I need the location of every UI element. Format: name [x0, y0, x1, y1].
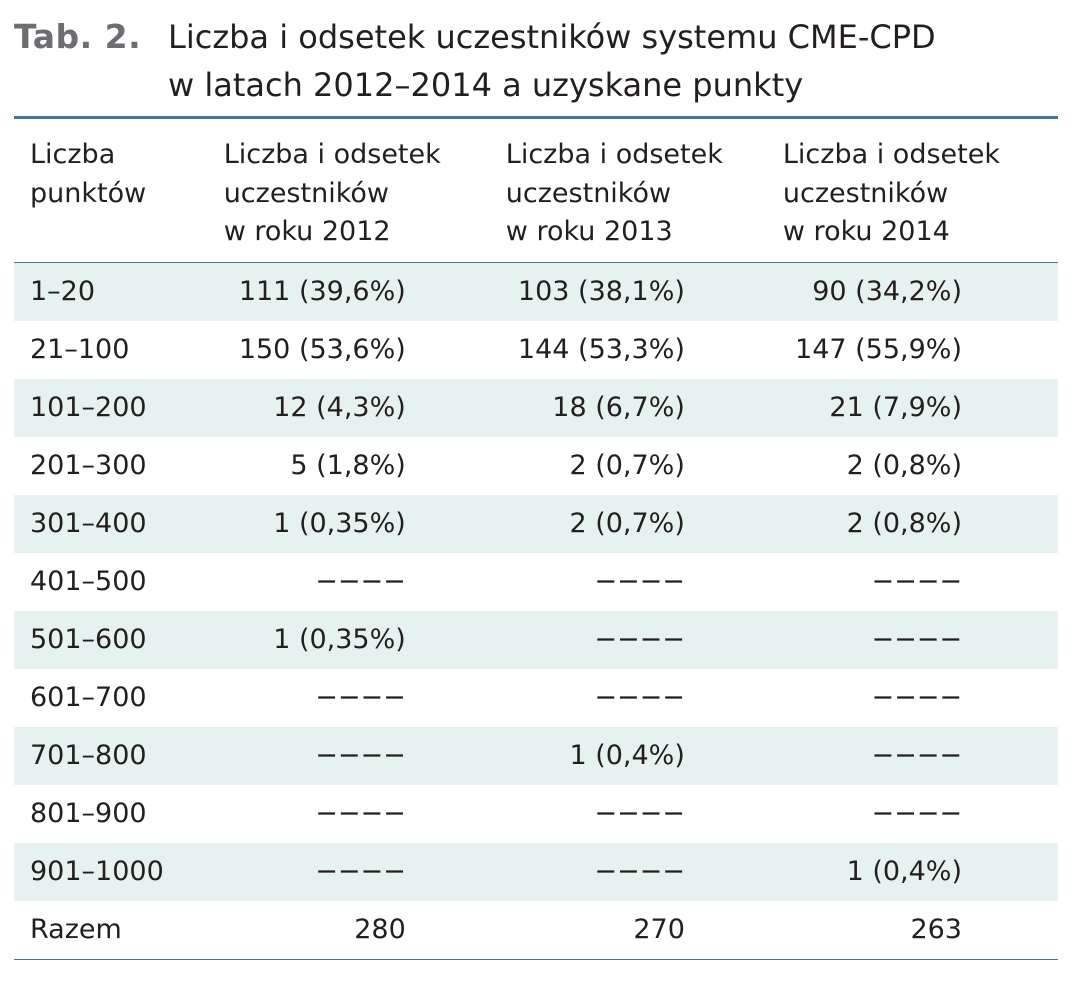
cell-2014: 2 (0,8%) [782, 494, 1058, 553]
cell-2013: 2 (0,7%) [505, 494, 783, 553]
table-row: 601–700 −−−− −−−− −−−− [14, 669, 1058, 727]
cell-2012: −−−− [315, 565, 406, 597]
cell-total-2013: 270 [505, 900, 783, 960]
table-row: 701–800 −−−− 1 (0,4%) −−−− [14, 726, 1058, 785]
header-2013-line-2: uczestników [505, 177, 672, 209]
cell-points-range: 1–20 [14, 262, 224, 321]
cell-points-range: 601–700 [30, 681, 147, 713]
cell-points-range: 801–900 [30, 797, 147, 829]
table-body: 1–20 111 (39,6%) 103 (38,1%) 90 (34,2%) … [14, 262, 1058, 960]
table-row: 101–200 12 (4,3%) 18 (6,7%) 21 (7,9%) [14, 378, 1058, 437]
table-total-row: Razem 280 270 263 [14, 900, 1058, 960]
header-points-line-1: Liczba [30, 139, 116, 170]
header-2013-line-1: Liczba i odsetek [505, 139, 723, 170]
table-row: 201–300 5 (1,8%) 2 (0,7%) 2 (0,8%) [14, 437, 1058, 495]
cell-2014: −−−− [782, 726, 1058, 785]
cell-2014: −−−− [871, 797, 963, 829]
cell-2013: −−−− [594, 565, 685, 597]
table-row: 501–600 1 (0,35%) −−−− −−−− [14, 610, 1058, 669]
table-row: 21–100 150 (53,6%) 144 (53,3%) 147 (55,9… [14, 321, 1058, 379]
header-2012-line-2: uczestników [223, 177, 389, 209]
cell-2012: 1 (0,35%) [223, 494, 506, 553]
cell-total-2014: 263 [782, 900, 1058, 960]
cell-points-range: 701–800 [14, 726, 224, 785]
points-participants-table: Liczba punktów Liczba i odsetek uczestni… [14, 116, 1058, 960]
table-title: Liczba i odsetek uczestników systemu CME… [168, 13, 1068, 109]
cell-2014: 90 (34,2%) [782, 262, 1058, 321]
cell-2014: −−−− [871, 681, 963, 713]
cell-points-range: 201–300 [30, 449, 147, 481]
cell-2014: −−−− [871, 565, 963, 597]
header-2013: Liczba i odsetek uczestników w roku 2013 [505, 116, 783, 263]
cell-2014: 1 (0,4%) [782, 842, 1058, 901]
cell-points-range: 21–100 [30, 333, 130, 365]
cell-2014: 147 (55,9%) [795, 333, 962, 365]
cell-2014: −−−− [782, 610, 1058, 669]
cell-2013: 2 (0,7%) [569, 449, 685, 481]
cell-2012: −−−− [223, 842, 506, 901]
table-title-line-1: Liczba i odsetek uczestników systemu CME… [168, 18, 936, 56]
cell-2013: 1 (0,4%) [505, 726, 783, 785]
cell-2012: 5 (1,8%) [290, 449, 406, 481]
table-header-row: Liczba punktów Liczba i odsetek uczestni… [14, 116, 1058, 263]
cell-2013: 103 (38,1%) [505, 262, 783, 321]
cell-total-label: Razem [14, 900, 224, 960]
header-2014-line-2: uczestników [782, 177, 949, 209]
cell-2012: 111 (39,6%) [223, 262, 506, 321]
table-row: 301–400 1 (0,35%) 2 (0,7%) 2 (0,8%) [14, 494, 1058, 553]
cell-points-range: 401–500 [30, 565, 147, 597]
header-2012-line-3: w roku 2012 [223, 216, 391, 247]
cell-2013: −−−− [594, 681, 685, 713]
cell-2012: 150 (53,6%) [238, 333, 406, 365]
cell-2012: −−−− [315, 797, 406, 829]
table-title-line-2: w latach 2012–2014 a uzyskane punkty [168, 66, 804, 104]
cell-points-range: 301–400 [14, 494, 224, 553]
table-row: 401–500 −−−− −−−− −−−− [14, 553, 1058, 611]
cell-points-range: 501–600 [14, 610, 224, 669]
cell-points-range: 901–1000 [14, 842, 224, 901]
cell-2014: 21 (7,9%) [782, 378, 1058, 437]
header-points: Liczba punktów [14, 116, 224, 263]
cell-2012: −−−− [315, 681, 406, 713]
cell-2014: 2 (0,8%) [846, 449, 962, 481]
header-2014: Liczba i odsetek uczestników w roku 2014 [782, 116, 1058, 263]
table-number-label: Tab. 2. [14, 17, 142, 56]
header-2013-line-3: w roku 2013 [505, 216, 673, 247]
header-2012: Liczba i odsetek uczestników w roku 2012 [223, 116, 506, 263]
cell-2013: 18 (6,7%) [505, 378, 783, 437]
cell-2013: −−−− [505, 610, 783, 669]
cell-2012: −−−− [223, 726, 506, 785]
table-header: Liczba punktów Liczba i odsetek uczestni… [14, 116, 1058, 263]
header-2012-line-1: Liczba i odsetek [223, 139, 441, 170]
cell-2013: −−−− [505, 842, 783, 901]
cell-2012: 12 (4,3%) [223, 378, 506, 437]
table-row: 1–20 111 (39,6%) 103 (38,1%) 90 (34,2%) [14, 262, 1058, 321]
table-row: 901–1000 −−−− −−−− 1 (0,4%) [14, 842, 1058, 901]
cell-2013: 144 (53,3%) [517, 333, 685, 365]
cell-total-2012: 280 [223, 900, 506, 960]
header-points-line-2: punktów [30, 177, 147, 209]
header-2014-line-1: Liczba i odsetek [782, 139, 1000, 170]
table-row: 801–900 −−−− −−−− −−−− [14, 785, 1058, 843]
cell-points-range: 101–200 [14, 378, 224, 437]
header-2014-line-3: w roku 2014 [782, 216, 950, 247]
cell-2013: −−−− [594, 797, 685, 829]
cell-2012: 1 (0,35%) [223, 610, 506, 669]
